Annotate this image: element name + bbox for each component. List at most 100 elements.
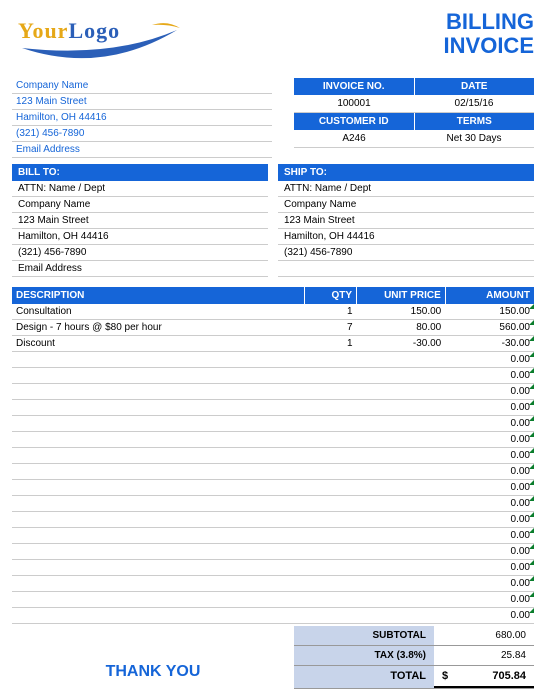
- cell-desc: Design - 7 hours @ $80 per hour: [12, 320, 304, 336]
- cell-price: [357, 464, 446, 480]
- cell-price: [357, 352, 446, 368]
- cell-desc: [12, 528, 304, 544]
- sender-block: Company Name 123 Main Street Hamilton, O…: [12, 78, 272, 158]
- cell-price: [357, 384, 446, 400]
- cell-desc: [12, 448, 304, 464]
- cell-amount: 0.00: [445, 352, 534, 368]
- tax-value: 25.84: [434, 646, 534, 665]
- cell-qty: [304, 576, 356, 592]
- customer-id-label: CUSTOMER ID: [294, 113, 415, 130]
- table-row: 0.00: [12, 576, 534, 592]
- sender-company: Company Name: [12, 78, 272, 94]
- cell-price: [357, 480, 446, 496]
- cell-amount: 0.00: [445, 496, 534, 512]
- logo: YourLogo: [12, 10, 192, 70]
- cell-qty: [304, 432, 356, 448]
- table-row: 0.00: [12, 480, 534, 496]
- cell-qty: [304, 544, 356, 560]
- cell-amount: 0.00: [445, 400, 534, 416]
- total-amount: 705.84: [492, 670, 526, 682]
- logo-logo: Logo: [68, 18, 120, 43]
- cell-desc: Consultation: [12, 304, 304, 320]
- cell-desc: [12, 592, 304, 608]
- cell-amount: 0.00: [445, 368, 534, 384]
- cell-amount: 0.00: [445, 608, 534, 624]
- cell-qty: [304, 528, 356, 544]
- cell-desc: [12, 512, 304, 528]
- cell-qty: [304, 608, 356, 624]
- cell-qty: [304, 560, 356, 576]
- cell-qty: [304, 496, 356, 512]
- sender-city: Hamilton, OH 44416: [12, 110, 272, 126]
- sender-phone: (321) 456-7890: [12, 126, 272, 142]
- ship-to-block: SHIP TO: ATTN: Name / Dept Company Name …: [278, 164, 534, 277]
- top-row: Company Name 123 Main Street Hamilton, O…: [12, 78, 534, 158]
- ship-to-blank: [278, 261, 534, 277]
- cell-qty: [304, 416, 356, 432]
- ship-to-street: 123 Main Street: [278, 213, 534, 229]
- table-row: 0.00: [12, 400, 534, 416]
- col-description: DESCRIPTION: [12, 287, 304, 304]
- cell-amount: 0.00: [445, 544, 534, 560]
- cell-qty: [304, 400, 356, 416]
- cell-amount: 0.00: [445, 416, 534, 432]
- cell-price: [357, 448, 446, 464]
- cell-price: [357, 528, 446, 544]
- address-row: BILL TO: ATTN: Name / Dept Company Name …: [12, 164, 534, 277]
- cell-amount: 560.00: [445, 320, 534, 336]
- customer-id-value: A246: [294, 130, 414, 148]
- cell-qty: 7: [304, 320, 356, 336]
- bill-to-phone: (321) 456-7890: [12, 245, 268, 261]
- cell-price: [357, 608, 446, 624]
- cell-amount: 150.00: [445, 304, 534, 320]
- table-row: 0.00: [12, 416, 534, 432]
- bill-to-city: Hamilton, OH 44416: [12, 229, 268, 245]
- ship-to-heading: SHIP TO:: [278, 164, 534, 181]
- table-row: 0.00: [12, 496, 534, 512]
- cell-qty: [304, 384, 356, 400]
- cell-desc: [12, 544, 304, 560]
- cell-desc: [12, 416, 304, 432]
- items-table: DESCRIPTION QTY UNIT PRICE AMOUNT Consul…: [12, 287, 534, 624]
- table-row: Consultation1150.00150.00: [12, 304, 534, 320]
- cell-desc: [12, 480, 304, 496]
- cell-amount: 0.00: [445, 464, 534, 480]
- table-row: 0.00: [12, 608, 534, 624]
- cell-amount: 0.00: [445, 448, 534, 464]
- tax-label: TAX (3.8%): [294, 646, 434, 665]
- cell-desc: [12, 384, 304, 400]
- cell-desc: [12, 352, 304, 368]
- total-value: $ 705.84: [434, 666, 534, 688]
- cell-desc: [12, 432, 304, 448]
- cell-qty: [304, 368, 356, 384]
- bill-to-street: 123 Main Street: [12, 213, 268, 229]
- table-row: 0.00: [12, 448, 534, 464]
- table-row: 0.00: [12, 528, 534, 544]
- cell-price: [357, 576, 446, 592]
- date-label: DATE: [415, 78, 535, 95]
- cell-amount: -30.00: [445, 336, 534, 352]
- table-row: 0.00: [12, 368, 534, 384]
- table-row: 0.00: [12, 544, 534, 560]
- cell-desc: [12, 608, 304, 624]
- cell-amount: 0.00: [445, 512, 534, 528]
- cell-price: -30.00: [357, 336, 446, 352]
- bill-to-company: Company Name: [12, 197, 268, 213]
- terms-label: TERMS: [415, 113, 535, 130]
- cell-amount: 0.00: [445, 560, 534, 576]
- cell-price: [357, 416, 446, 432]
- date-value: 02/15/16: [414, 95, 534, 113]
- cell-qty: 1: [304, 304, 356, 320]
- cell-amount: 0.00: [445, 576, 534, 592]
- title-line1: BILLING: [444, 10, 534, 34]
- table-row: Design - 7 hours @ $80 per hour780.00560…: [12, 320, 534, 336]
- sender-email: Email Address: [12, 142, 272, 158]
- table-row: Discount1-30.00-30.00: [12, 336, 534, 352]
- cell-price: [357, 560, 446, 576]
- col-qty: QTY: [304, 287, 356, 304]
- cell-qty: [304, 480, 356, 496]
- cell-amount: 0.00: [445, 432, 534, 448]
- cell-price: [357, 544, 446, 560]
- subtotal-label: SUBTOTAL: [294, 626, 434, 645]
- table-row: 0.00: [12, 352, 534, 368]
